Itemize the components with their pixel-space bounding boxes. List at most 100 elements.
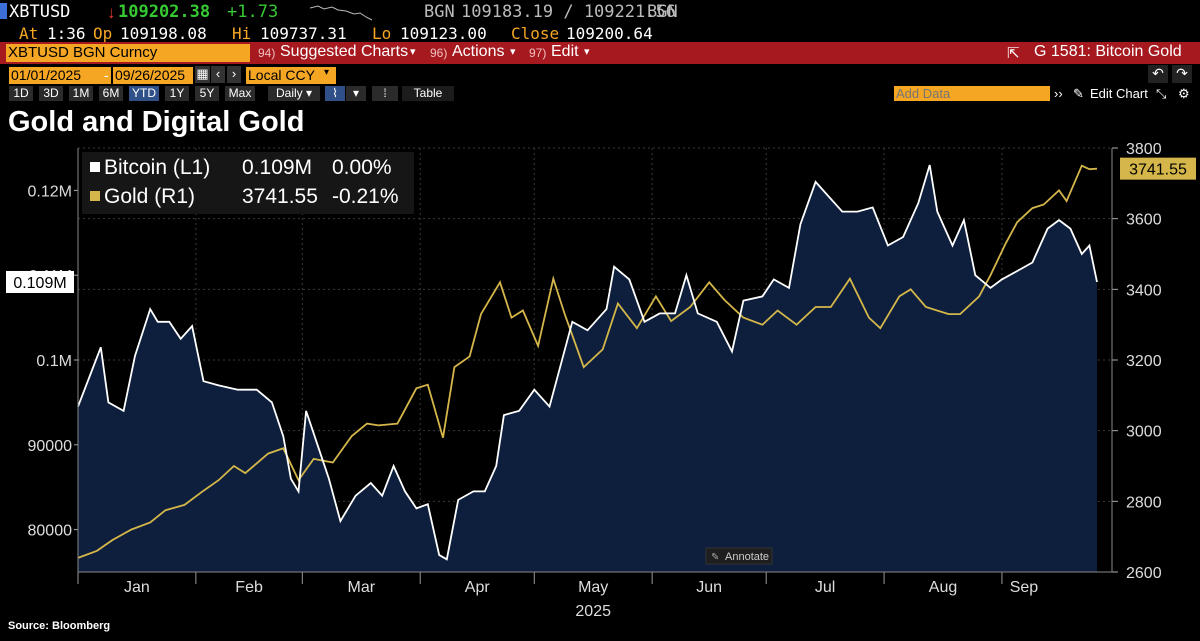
line-chart-icon[interactable]: ⌇ [325,86,345,101]
low-label: Lo [372,24,392,43]
pencil-icon[interactable]: ✎ [1073,86,1084,101]
edit-number: 97) [529,46,547,60]
chart-id: G 1581: Bitcoin Gold [1034,43,1182,60]
frequency-select[interactable]: Daily ▾ [268,86,320,101]
period-ytd[interactable]: YTD [129,86,159,101]
left-tick-label: 80000 [28,523,73,540]
gold-last-value: 3741.55 [1129,162,1187,179]
frequency-text: Daily [275,86,303,100]
prev-period-icon[interactable]: ‹ [211,66,225,83]
right-tick-label: 3000 [1126,424,1162,441]
right-tick-label: 3800 [1126,141,1162,158]
legend-gold-name: Gold (R1) [104,185,196,208]
currency-select[interactable]: Local CCY ▾ [246,67,336,84]
x-tick-label: Aug [929,579,957,596]
period-3d[interactable]: 3D [39,86,63,101]
right-tick-label: 2600 [1126,565,1162,582]
source-note: Source: Bloomberg [8,620,111,632]
close-label: Close [511,24,560,43]
ticker[interactable]: XBTUSD [9,2,71,22]
command-toolbar: XBTUSD BGN Curncy 94) Suggested Charts ▾… [0,42,1200,64]
legend-bitcoin-name: Bitcoin (L1) [104,156,211,179]
down-arrow-icon: ↓ [107,3,116,22]
period-max[interactable]: Max [225,86,255,101]
gold-last-value-box [1120,157,1196,180]
legend-bitcoin-swatch [90,162,100,172]
chevron-right-icon[interactable]: ›› [1054,86,1063,101]
ask-label: BGN [647,2,678,22]
security-field[interactable]: XBTUSD BGN Curncy [6,44,250,62]
bitcoin-line [77,164,1098,561]
bid-label: BGN [424,2,455,22]
next-period-icon[interactable]: › [227,66,241,83]
chevron-down-icon[interactable]: ▾ [410,46,416,58]
suggested-charts-menu[interactable]: Suggested Charts [280,43,409,60]
left-tick-label: 0.1M [36,353,72,370]
right-tick-label: 2800 [1126,494,1162,511]
x-tick-label: Sep [1010,579,1039,596]
bid-ask: 109183.19 / 109221.56 [461,2,676,22]
chevron-down-icon: ▾ [324,67,330,78]
legend-gold-pct: -0.21% [332,185,399,208]
period-bar: 1D 3D 1M 6M YTD 1Y 5Y Max Daily ▾ ⌇ ▾ ⁞ Table ›… [0,86,1200,102]
net-change: +1.73 [227,2,279,22]
right-tick-label: 3200 [1126,353,1162,370]
currency-text: Local CCY [248,67,315,83]
gold-line [77,164,1098,559]
last-price: 109202.38 [118,2,211,22]
bitcoin-area [78,165,1097,572]
legend[interactable]: Bitcoin (L1) 0.109M 0.00% Gold (R1) 3741… [82,152,414,214]
calendar-icon[interactable]: ▦ [195,66,210,83]
security-text: XBTUSD BGN Curncy [8,44,158,61]
legend-gold-value: 3741.55 [242,185,318,208]
date-range-bar: 01/01/2025 - 09/26/2025 ▦ ‹ › Local CCY … [0,65,1200,85]
table-button[interactable]: Table [402,86,454,101]
x-tick-label: Jan [124,579,150,596]
quote-details: At 1:36 Op 109198.08 Hi 109737.31 Lo 109… [0,24,1200,43]
external-link-icon[interactable]: ⇱ [1007,45,1020,62]
close-value: 109200.64 [566,24,653,43]
edit-chart-button[interactable]: Edit Chart [1090,86,1148,101]
annotate-label: Annotate [725,551,769,563]
chart-type-menu-icon[interactable]: ▾ [346,86,366,101]
settings-icon[interactable]: ⚙ [1178,86,1190,101]
sparkline-icon [310,5,373,21]
actions-number: 96) [430,46,448,60]
suggested-charts-number: 94) [258,46,276,60]
crosshair-icon[interactable]: ⁞ [372,86,398,101]
open-value: 109198.08 [120,24,207,43]
redo-icon[interactable]: ↷ [1172,65,1192,83]
period-1m[interactable]: 1M [69,86,93,101]
at-time: 1:36 [47,24,86,43]
period-1d[interactable]: 1D [9,86,33,101]
x-tick-label: Apr [465,579,491,596]
period-1y[interactable]: 1Y [165,86,189,101]
add-data-input[interactable] [894,86,1050,101]
legend-gold-swatch [90,191,100,201]
undo-icon[interactable]: ↶ [1148,65,1168,83]
start-date-input[interactable]: 01/01/2025 [9,67,111,84]
low-value: 109123.00 [400,24,487,43]
range-dash: - [104,67,109,83]
high-label: Hi [232,24,252,43]
edit-menu[interactable]: Edit [551,43,579,60]
period-6m[interactable]: 6M [99,86,123,101]
end-date-input[interactable]: 09/26/2025 [113,67,193,84]
chevron-down-icon[interactable]: ▾ [584,46,590,58]
legend-bitcoin-pct: 0.00% [332,156,392,179]
left-tick-label: 0.12M [28,183,72,200]
chevron-down-icon[interactable]: ▾ [510,46,516,58]
ticker-marker [0,3,7,19]
x-tick-label: Mar [347,579,375,596]
right-tick-label: 3600 [1126,212,1162,229]
period-5y[interactable]: 5Y [195,86,219,101]
reset-zoom-icon[interactable]: ⤡ [1156,86,1167,101]
actions-menu[interactable]: Actions [452,43,505,60]
open-label: Op [93,24,113,43]
annotate-button[interactable] [705,547,773,565]
right-tick-label: 3400 [1126,282,1162,299]
x-tick-label: Jul [815,579,835,596]
chart-title: Gold and Digital Gold [8,106,305,138]
bitcoin-last-value: 0.109M [13,275,66,292]
start-date-text: 01/01/2025 [11,67,82,83]
